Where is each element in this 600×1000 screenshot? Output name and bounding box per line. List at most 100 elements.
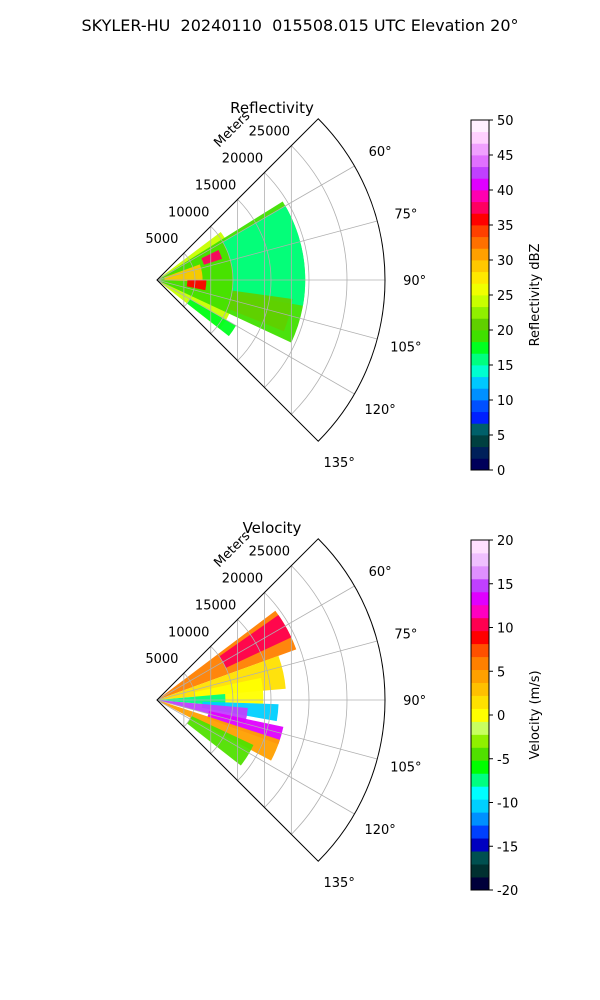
colorbar-segment bbox=[471, 446, 489, 459]
colorbar-tick-label: 15 bbox=[497, 359, 514, 374]
colorbar-segment bbox=[471, 864, 489, 878]
colorbar-segment bbox=[471, 773, 489, 787]
colorbar-segment bbox=[471, 812, 489, 826]
range-tick-label: 20000 bbox=[222, 572, 263, 587]
colorbar-segment bbox=[471, 552, 489, 567]
azimuth-grid-line bbox=[156, 279, 378, 340]
colorbar-segment bbox=[471, 695, 489, 709]
echo-region bbox=[201, 250, 223, 265]
azimuth-tick-label: 135° bbox=[324, 876, 355, 891]
polar-frame bbox=[156, 538, 386, 862]
colorbar-segment bbox=[471, 458, 489, 471]
colorbar-segment bbox=[471, 877, 489, 891]
colorbar-segment bbox=[471, 131, 489, 144]
colorbar-segment bbox=[471, 721, 489, 735]
range-grid-arc bbox=[237, 618, 272, 782]
range-tick-label: 20000 bbox=[222, 152, 263, 167]
colorbar-tick-label: 20 bbox=[497, 324, 514, 339]
colorbar-segment bbox=[471, 143, 489, 156]
range-grid-arc bbox=[264, 171, 310, 389]
range-grid-arc bbox=[210, 645, 234, 755]
colorbar-segment bbox=[471, 669, 489, 683]
colorbar-segment bbox=[471, 643, 489, 658]
range-tick-label: 15000 bbox=[195, 598, 236, 613]
colorbar-segment bbox=[471, 388, 489, 401]
echo-region bbox=[227, 290, 293, 332]
range-grid-arc bbox=[183, 252, 196, 308]
azimuth-grid-line bbox=[156, 279, 355, 395]
colorbar-segment bbox=[471, 591, 489, 606]
colorbar-segment bbox=[471, 540, 489, 554]
range-tick-label: 10000 bbox=[168, 625, 209, 640]
colorbar-segment bbox=[471, 283, 489, 296]
azimuth-tick-label: 135° bbox=[324, 456, 355, 471]
colorbar-tick-label: -15 bbox=[497, 840, 518, 855]
figure-title: SKYLER-HU 20240110 015508.015 UTC Elevat… bbox=[81, 16, 519, 35]
range-grid-arc bbox=[210, 225, 234, 335]
range-grid-arc bbox=[290, 564, 348, 836]
colorbar-segment bbox=[471, 155, 489, 168]
colorbar-segment bbox=[471, 120, 489, 133]
colorbar-tick-label: 40 bbox=[497, 184, 514, 199]
colorbar-segment bbox=[471, 400, 489, 413]
echo-region bbox=[186, 299, 236, 337]
colorbar-segment bbox=[471, 838, 489, 852]
echo-region bbox=[222, 205, 306, 306]
colorbar-segment bbox=[471, 166, 489, 179]
colorbar-segment bbox=[471, 825, 489, 839]
azimuth-tick-label: 60° bbox=[369, 145, 392, 160]
colorbar-segment bbox=[471, 248, 489, 261]
colorbar-tick-label: 5 bbox=[497, 665, 505, 680]
azimuth-grid-line bbox=[156, 699, 355, 815]
colorbar-tick-label: 25 bbox=[497, 289, 514, 304]
colorbar-segment bbox=[471, 318, 489, 331]
range-tick-label: 25000 bbox=[249, 125, 290, 140]
colorbar-tick-label: 45 bbox=[497, 149, 514, 164]
echo-region bbox=[186, 280, 207, 291]
colorbar-tick-label: 5 bbox=[497, 429, 505, 444]
panel-title: Reflectivity bbox=[230, 99, 314, 117]
colorbar-label: Reflectivity dBZ bbox=[528, 244, 543, 347]
colorbar: -20 -15 -10 -5 0 5 10 15 20 Velocity (m/s) bbox=[470, 534, 543, 899]
colorbar-segment bbox=[471, 656, 489, 671]
range-grid-arc bbox=[237, 198, 272, 362]
azimuth-tick-label: 90° bbox=[403, 274, 426, 289]
range-tick-label: 25000 bbox=[249, 545, 290, 560]
range-tick-label: 5000 bbox=[145, 652, 178, 667]
colorbar-segment bbox=[471, 617, 489, 632]
colorbar-segment bbox=[471, 604, 489, 619]
colorbar-segment bbox=[471, 271, 489, 284]
colorbar-segment bbox=[471, 799, 489, 813]
azimuth-grid-line bbox=[156, 220, 378, 281]
colorbar-segment bbox=[471, 708, 489, 722]
colorbar-tick-label: 20 bbox=[497, 534, 514, 549]
colorbar-segment bbox=[471, 411, 489, 424]
range-axis-label: Meters bbox=[211, 528, 253, 570]
radar-panel-2: Velocity 60° 75° 90° 105° 120° 135° 5000 10000 15… bbox=[145, 519, 543, 899]
azimuth-tick-label: 90° bbox=[403, 694, 426, 709]
panel-title: Velocity bbox=[243, 519, 302, 537]
colorbar-segment bbox=[471, 190, 489, 203]
colorbar-segment bbox=[471, 747, 489, 761]
azimuth-grid-line bbox=[156, 165, 355, 281]
colorbar-segment bbox=[471, 236, 489, 249]
colorbar-segment bbox=[471, 376, 489, 389]
radar-panel-1: Reflectivity60°75°90°105°120°135°5000100… bbox=[145, 99, 543, 479]
colorbar-segment bbox=[471, 295, 489, 308]
colorbar-segment bbox=[471, 341, 489, 354]
azimuth-tick-label: 75° bbox=[394, 207, 417, 222]
colorbar-segment bbox=[471, 353, 489, 366]
range-grid-arc bbox=[264, 591, 310, 809]
colorbar-label: Velocity (m/s) bbox=[528, 670, 543, 759]
range-grid-arc bbox=[290, 144, 348, 416]
colorbar-segment bbox=[471, 630, 489, 645]
azimuth-tick-label: 60° bbox=[369, 565, 392, 580]
colorbar-segment bbox=[471, 435, 489, 448]
colorbar-segment bbox=[471, 365, 489, 378]
colorbar-tick-label: 0 bbox=[497, 464, 505, 479]
colorbar-tick-label: 35 bbox=[497, 219, 514, 234]
colorbar-segment bbox=[471, 225, 489, 238]
range-tick-label: 15000 bbox=[195, 178, 236, 193]
azimuth-tick-label: 75° bbox=[394, 627, 417, 642]
